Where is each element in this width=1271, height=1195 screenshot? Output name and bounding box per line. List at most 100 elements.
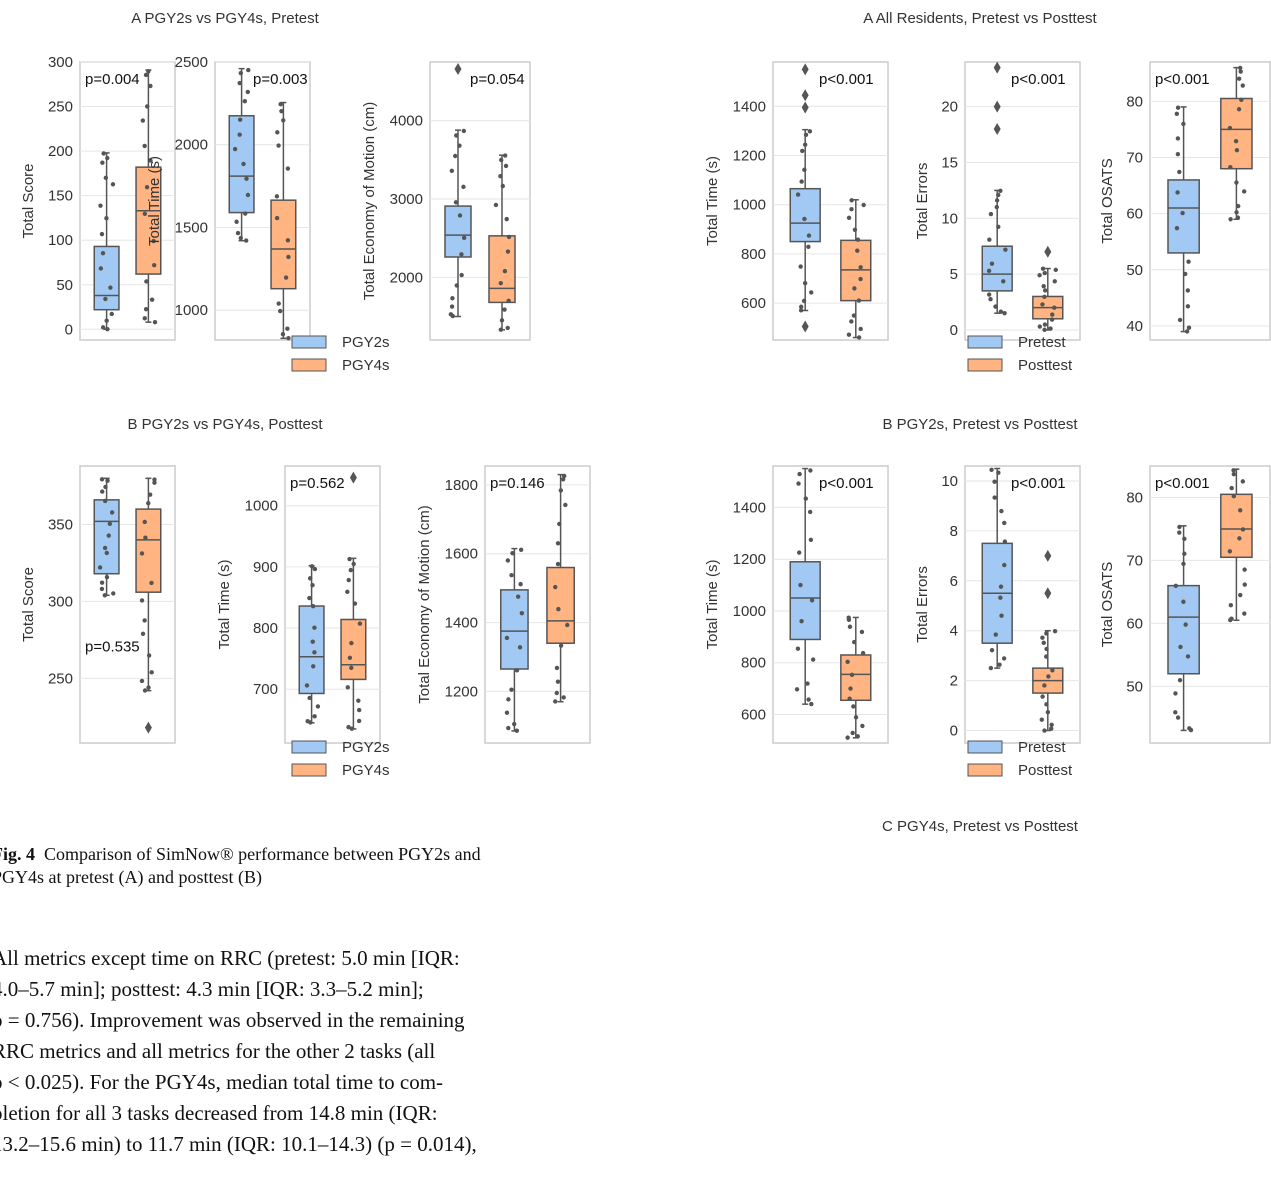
swarm-dot [99, 586, 105, 592]
swarm-dot [245, 89, 251, 95]
chart-panel: 50 60 70 80 Total OSATS p<0.001 [1099, 465, 1271, 744]
chart-panel: 0 2 4 6 8 10 Total Errors p<0.001 [914, 465, 1081, 744]
chart-panel: 0 5 10 15 20 Total Errors p<0.001 [914, 61, 1081, 341]
swarm-dot [1177, 169, 1182, 175]
swarm-dot [103, 484, 108, 490]
y-tick-label: 1000 [733, 603, 766, 620]
swarm-dot [457, 143, 462, 148]
swarm-dot [1042, 294, 1047, 300]
y-axis-label: Total Economy of Motion (cm) [416, 505, 433, 703]
swarm-dot [1234, 210, 1239, 215]
y-axis-label: Total Time (s) [146, 156, 163, 246]
swarm-dot [152, 480, 157, 485]
swarm-dot [992, 479, 997, 484]
figure-canvas-c [751, 820, 1271, 1195]
swarm-dot [1240, 83, 1245, 88]
outlier-marker [1044, 587, 1052, 600]
box-body [270, 199, 297, 290]
y-tick-label: 60 [1126, 615, 1143, 632]
swarm-dot [798, 264, 803, 269]
swarm-dot [999, 613, 1004, 618]
y-axis-label: Total OSATS [1099, 158, 1116, 244]
swarm-dot [989, 467, 994, 473]
swarm-dot [845, 659, 850, 665]
figure-caption-text: Comparison of SimNow® performance betwee… [0, 844, 481, 887]
swarm-dot [858, 326, 863, 332]
swarm-dot [315, 704, 321, 709]
legend-label: PGY2s [342, 334, 390, 351]
swarm-dot [986, 292, 992, 297]
swarm-dot [1237, 65, 1243, 71]
swarm-dot [461, 128, 467, 134]
swarm-dot [1175, 190, 1180, 195]
swarm-dot [346, 724, 351, 730]
swarm-dot [1177, 317, 1183, 323]
swarm-dot [988, 665, 994, 671]
swarm-dot [1044, 646, 1049, 652]
swarm-dot [1042, 322, 1048, 327]
body-line: RRC metrics and all metrics for the othe… [0, 1039, 436, 1063]
swarm-dot [856, 298, 862, 303]
swarm-dot [858, 276, 863, 282]
swarm-dot [849, 672, 855, 678]
swarm-dot [993, 632, 998, 637]
swarm-dot [104, 216, 109, 221]
swarm-dot [143, 535, 148, 540]
swarm-dot [278, 308, 283, 314]
swarm-dot [553, 584, 558, 590]
figure-caption-label: Fig. 4 [0, 844, 35, 864]
swarm-dot [109, 311, 114, 317]
swarm-dot [795, 192, 801, 197]
y-tick-label: 50 [1126, 262, 1143, 279]
swarm-dot [1236, 107, 1242, 112]
swarm-dot [105, 326, 110, 332]
outlier-marker [801, 101, 809, 114]
box-body [1220, 97, 1253, 170]
box-body [981, 245, 1013, 292]
y-tick-label: 1400 [733, 499, 766, 516]
swarm-dot [461, 235, 467, 241]
swarm-dot [100, 489, 105, 494]
swarm-dot [310, 639, 315, 644]
p-value-label: p<0.001 [1155, 71, 1210, 88]
swarm-dot [347, 556, 352, 562]
swarm-dot [503, 163, 509, 169]
swarm-dot [142, 519, 147, 525]
legend-label: Posttest [1018, 357, 1073, 374]
swarm-dot [498, 157, 504, 163]
y-tick-label: 600 [741, 295, 766, 312]
swarm-dot [556, 606, 561, 612]
swarm-dot [1185, 304, 1191, 309]
swarm-dot [852, 227, 858, 232]
swarm-dot [807, 129, 813, 134]
swarm-dot [505, 558, 511, 563]
swarm-dot [1228, 217, 1233, 222]
swarm-dot [506, 298, 511, 304]
swarm-dot [993, 304, 998, 309]
swarm-dot [304, 683, 310, 688]
y-tick-label: 40 [1126, 318, 1143, 335]
panel-frame [1149, 465, 1271, 744]
swarm-dot [557, 521, 562, 527]
swarm-dot [803, 132, 809, 138]
panel-frame [772, 465, 889, 744]
y-tick-label: 10 [941, 210, 958, 227]
y-tick-label: 80 [1126, 489, 1143, 506]
chart-title: C PGY4s, Pretest vs Posttest [882, 818, 1079, 835]
swarm-dot [509, 572, 514, 578]
swarm-dot [998, 309, 1004, 314]
swarm-dot [519, 611, 525, 616]
swarm-dot [809, 701, 814, 707]
swarm-dot [102, 498, 108, 504]
swarm-dot [1235, 215, 1241, 220]
swarm-dot [505, 325, 510, 331]
swarm-dot [278, 102, 283, 107]
chart-panel: 600 800 1000 1200 1400 Total Time (s) p<0.001 [704, 465, 889, 744]
chart-block-right-C: C PGY4s, Pretest vs Posttest600800100012… [882, 818, 1079, 835]
swarm-dot [459, 252, 464, 257]
swarm-dot [152, 477, 157, 482]
chart-block-left-B: B PGY2s vs PGY4s, Posttest 250 300 350 Total… [20, 416, 591, 779]
swarm-dot [1002, 562, 1007, 568]
swarm-dot [506, 725, 511, 731]
swarm-dot [1042, 683, 1047, 688]
